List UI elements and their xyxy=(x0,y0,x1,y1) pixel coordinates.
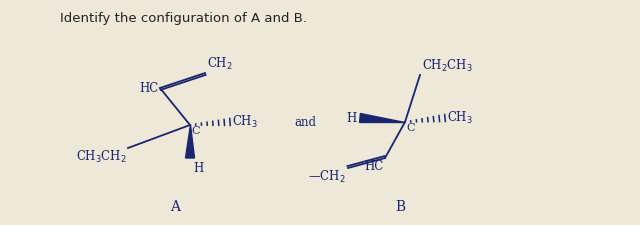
Text: CH$_2$: CH$_2$ xyxy=(207,56,233,72)
Text: H: H xyxy=(347,112,357,124)
Text: H: H xyxy=(193,162,204,175)
Text: B: B xyxy=(395,200,405,214)
Text: CH$_3$: CH$_3$ xyxy=(232,114,258,130)
Text: HC: HC xyxy=(140,83,159,95)
Text: and: and xyxy=(294,115,316,128)
Text: C: C xyxy=(191,126,200,136)
Text: Identify the configuration of A and B.: Identify the configuration of A and B. xyxy=(60,12,307,25)
Text: CH$_2$CH$_3$: CH$_2$CH$_3$ xyxy=(422,58,473,74)
Text: —CH$_2$: —CH$_2$ xyxy=(308,169,346,185)
Polygon shape xyxy=(360,114,405,122)
Text: HC: HC xyxy=(365,160,384,173)
Polygon shape xyxy=(186,125,195,158)
Text: CH$_3$CH$_2$: CH$_3$CH$_2$ xyxy=(76,149,127,165)
Text: A: A xyxy=(170,200,180,214)
Text: C: C xyxy=(406,123,415,133)
Text: CH$_3$: CH$_3$ xyxy=(447,110,473,126)
